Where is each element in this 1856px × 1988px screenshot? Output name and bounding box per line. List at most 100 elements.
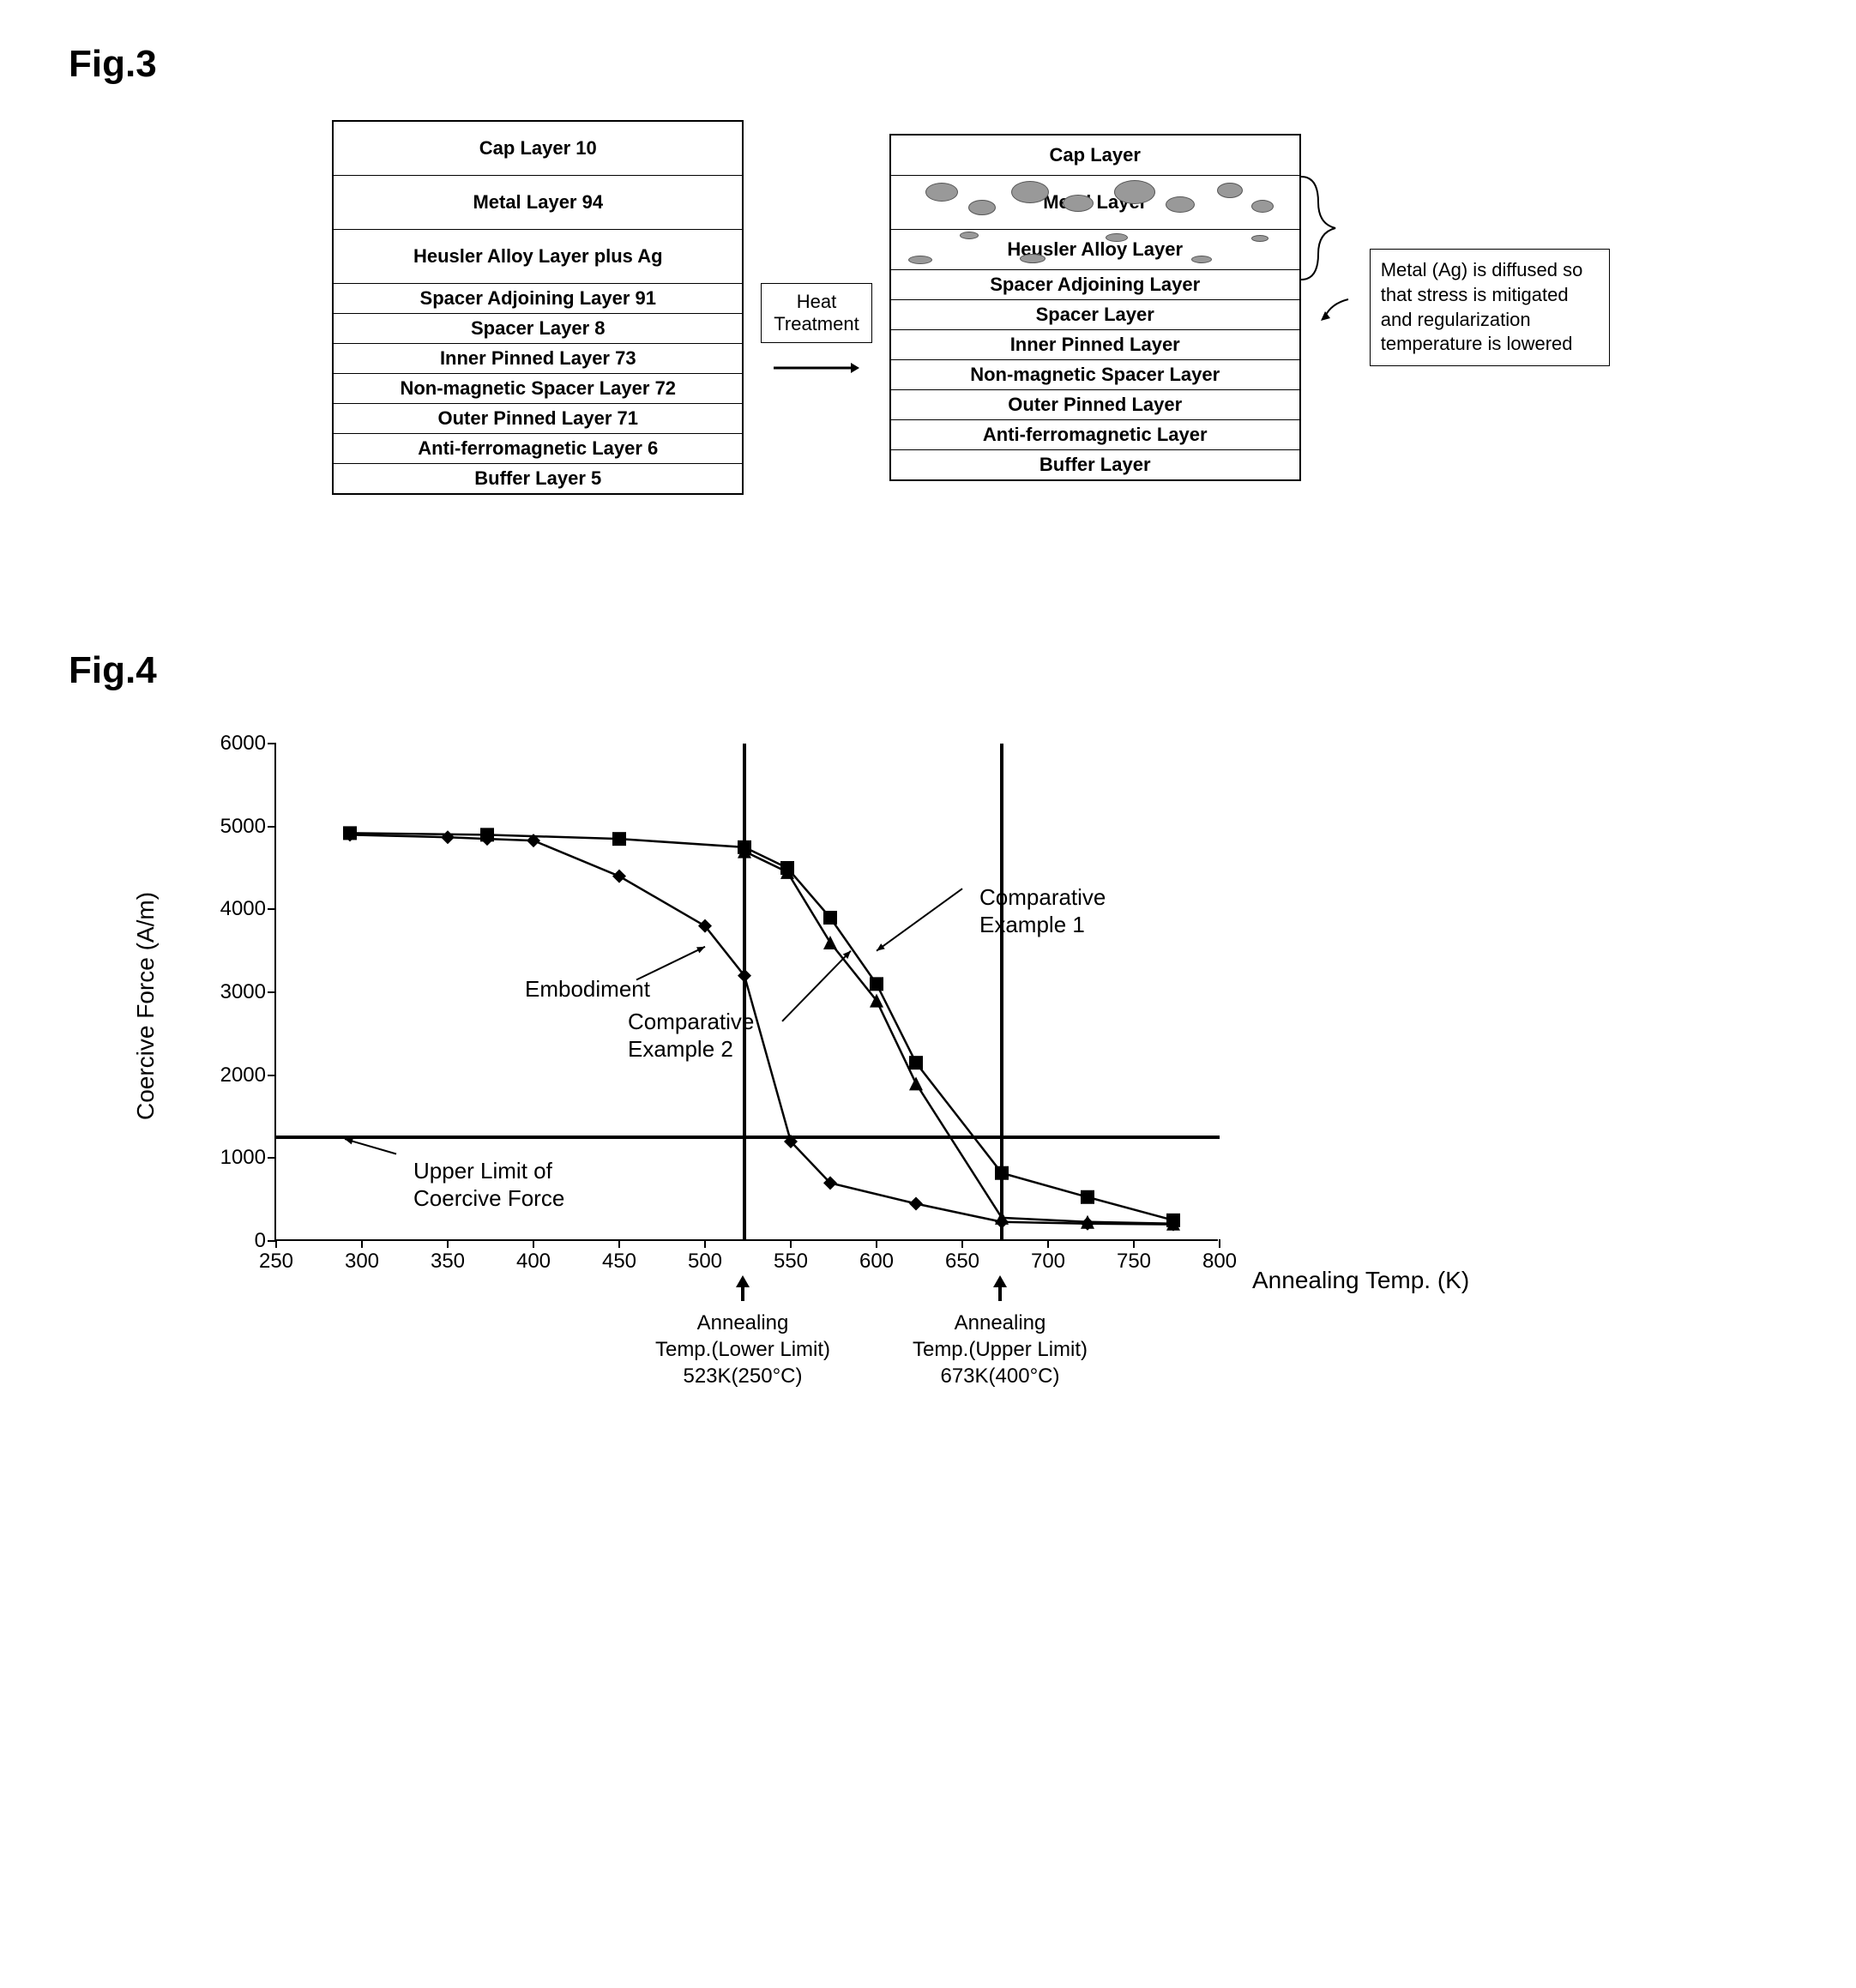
layer-row: Outer Pinned Layer bbox=[891, 390, 1299, 420]
layer-row: Spacer Adjoining Layer bbox=[891, 270, 1299, 300]
square-marker-icon bbox=[612, 832, 626, 846]
heat-treatment-col: Heat Treatment bbox=[761, 283, 871, 383]
chart-annotation: ComparativeExample 2 bbox=[628, 1009, 754, 1062]
y-tick bbox=[268, 1075, 276, 1076]
fig4-label: Fig.4 bbox=[69, 649, 1787, 692]
layer-row: Inner Pinned Layer bbox=[891, 330, 1299, 360]
chart-annotation: Upper Limit ofCoercive Force bbox=[413, 1158, 564, 1211]
x-tick-label: 800 bbox=[1194, 1250, 1245, 1274]
x-tick bbox=[361, 1239, 363, 1248]
square-marker-icon bbox=[909, 1056, 923, 1069]
diffusion-blob bbox=[925, 183, 958, 202]
diffusion-blob bbox=[1217, 183, 1243, 198]
x-tick bbox=[876, 1239, 877, 1248]
leader-line bbox=[782, 951, 851, 1021]
x-tick-label: 650 bbox=[937, 1250, 988, 1274]
x-tick bbox=[447, 1239, 449, 1248]
x-tick bbox=[1047, 1239, 1049, 1248]
diffusion-blob bbox=[908, 256, 932, 264]
layer-row: Non-magnetic Spacer Layer 72 bbox=[334, 374, 742, 404]
diffusion-blob bbox=[1166, 196, 1195, 213]
fig4-container: Coercive Force (A/m) 0100020003000400050… bbox=[120, 726, 1787, 1344]
layer-row: Outer Pinned Layer 71 bbox=[334, 404, 742, 434]
diamond-marker-icon bbox=[441, 830, 455, 844]
layer-row: Spacer Layer 8 bbox=[334, 314, 742, 344]
y-tick-label: 6000 bbox=[197, 732, 266, 756]
x-tick-label: 450 bbox=[594, 1250, 645, 1274]
heat-treatment-box: Heat Treatment bbox=[761, 283, 871, 343]
y-tick-label: 5000 bbox=[197, 815, 266, 839]
triangle-marker-icon bbox=[823, 936, 837, 949]
square-marker-icon bbox=[343, 826, 357, 840]
x-tick bbox=[790, 1239, 792, 1248]
x-tick bbox=[1133, 1239, 1135, 1248]
x-tick-label: 750 bbox=[1108, 1250, 1160, 1274]
heat-line1: Heat bbox=[774, 291, 859, 313]
diamond-marker-icon bbox=[909, 1197, 923, 1211]
diffusion-blob bbox=[1011, 181, 1049, 203]
up-arrow-icon bbox=[734, 1275, 751, 1305]
diffusion-blob bbox=[1106, 233, 1128, 242]
layer-row: Spacer Layer bbox=[891, 300, 1299, 330]
upper-limit-line bbox=[276, 1136, 1220, 1139]
y-tick-label: 3000 bbox=[197, 980, 266, 1004]
x-tick-label: 350 bbox=[422, 1250, 473, 1274]
annotation-text: Metal (Ag) is diffused so that stress is… bbox=[1370, 249, 1610, 365]
diffusion-blob bbox=[1251, 235, 1268, 242]
x-tick bbox=[1219, 1239, 1220, 1248]
y-tick bbox=[268, 743, 276, 744]
diffusion-blob bbox=[960, 232, 979, 239]
y-tick bbox=[268, 908, 276, 910]
diffusion-blob bbox=[1251, 200, 1274, 213]
right-stack-wrap: Cap LayerMetal LayerHeusler Alloy LayerS… bbox=[889, 134, 1301, 481]
x-tick-label: 600 bbox=[851, 1250, 902, 1274]
layer-row: Heusler Alloy Layer bbox=[891, 230, 1299, 270]
chart-annotation: Embodiment bbox=[525, 976, 650, 1003]
arrow-right-icon bbox=[774, 352, 859, 383]
x-tick bbox=[704, 1239, 706, 1248]
diffusion-blob bbox=[1020, 254, 1046, 263]
triangle-marker-icon bbox=[909, 1076, 923, 1090]
x-tick bbox=[618, 1239, 620, 1248]
left-layer-stack: Cap Layer 10Metal Layer 94Heusler Alloy … bbox=[332, 120, 744, 495]
series-line bbox=[744, 852, 1173, 1224]
diffusion-blob bbox=[1191, 256, 1212, 263]
x-tick-label: 250 bbox=[250, 1250, 302, 1274]
layer-row: Cap Layer 10 bbox=[334, 122, 742, 176]
square-marker-icon bbox=[480, 828, 494, 841]
y-tick bbox=[268, 991, 276, 993]
layer-row: Non-magnetic Spacer Layer bbox=[891, 360, 1299, 390]
temp-limit-line bbox=[1000, 744, 1003, 1241]
fig3-label: Fig.3 bbox=[69, 43, 1787, 86]
x-tick bbox=[533, 1239, 534, 1248]
x-tick bbox=[961, 1239, 963, 1248]
y-tick-label: 1000 bbox=[197, 1146, 266, 1170]
x-tick-label: 300 bbox=[336, 1250, 388, 1274]
square-marker-icon bbox=[823, 911, 837, 925]
x-axis-label: Annealing Temp. (K) bbox=[1252, 1267, 1469, 1294]
layer-row: Inner Pinned Layer 73 bbox=[334, 344, 742, 374]
x-tick-label: 400 bbox=[508, 1250, 559, 1274]
y-tick bbox=[268, 1157, 276, 1159]
y-tick-label: 4000 bbox=[197, 897, 266, 921]
y-tick bbox=[268, 826, 276, 828]
layer-row: Heusler Alloy Layer plus Ag bbox=[334, 230, 742, 284]
curly-brace-icon bbox=[1293, 168, 1344, 305]
diffusion-blob bbox=[1063, 195, 1094, 212]
x-tick bbox=[275, 1239, 277, 1248]
x-tick-label: 550 bbox=[765, 1250, 817, 1274]
up-arrow-icon bbox=[991, 1275, 1009, 1305]
layer-row: Cap Layer bbox=[891, 136, 1299, 176]
x-tick-label: 500 bbox=[679, 1250, 731, 1274]
square-marker-icon bbox=[1081, 1190, 1094, 1204]
leader-line bbox=[345, 1139, 396, 1154]
x-tick-label: 700 bbox=[1022, 1250, 1074, 1274]
layer-row: Anti-ferromagnetic Layer bbox=[891, 420, 1299, 450]
bottom-annotation: AnnealingTemp.(Lower Limit)523K(250°C) bbox=[640, 1310, 846, 1390]
bottom-annotation: AnnealingTemp.(Upper Limit)673K(400°C) bbox=[897, 1310, 1103, 1390]
fig3-container: Cap Layer 10Metal Layer 94Heusler Alloy … bbox=[154, 120, 1787, 495]
diffusion-blob bbox=[1114, 180, 1155, 204]
layer-row: Anti-ferromagnetic Layer 6 bbox=[334, 434, 742, 464]
chart-annotation: ComparativeExample 1 bbox=[979, 884, 1106, 937]
layer-row: Buffer Layer bbox=[891, 450, 1299, 479]
